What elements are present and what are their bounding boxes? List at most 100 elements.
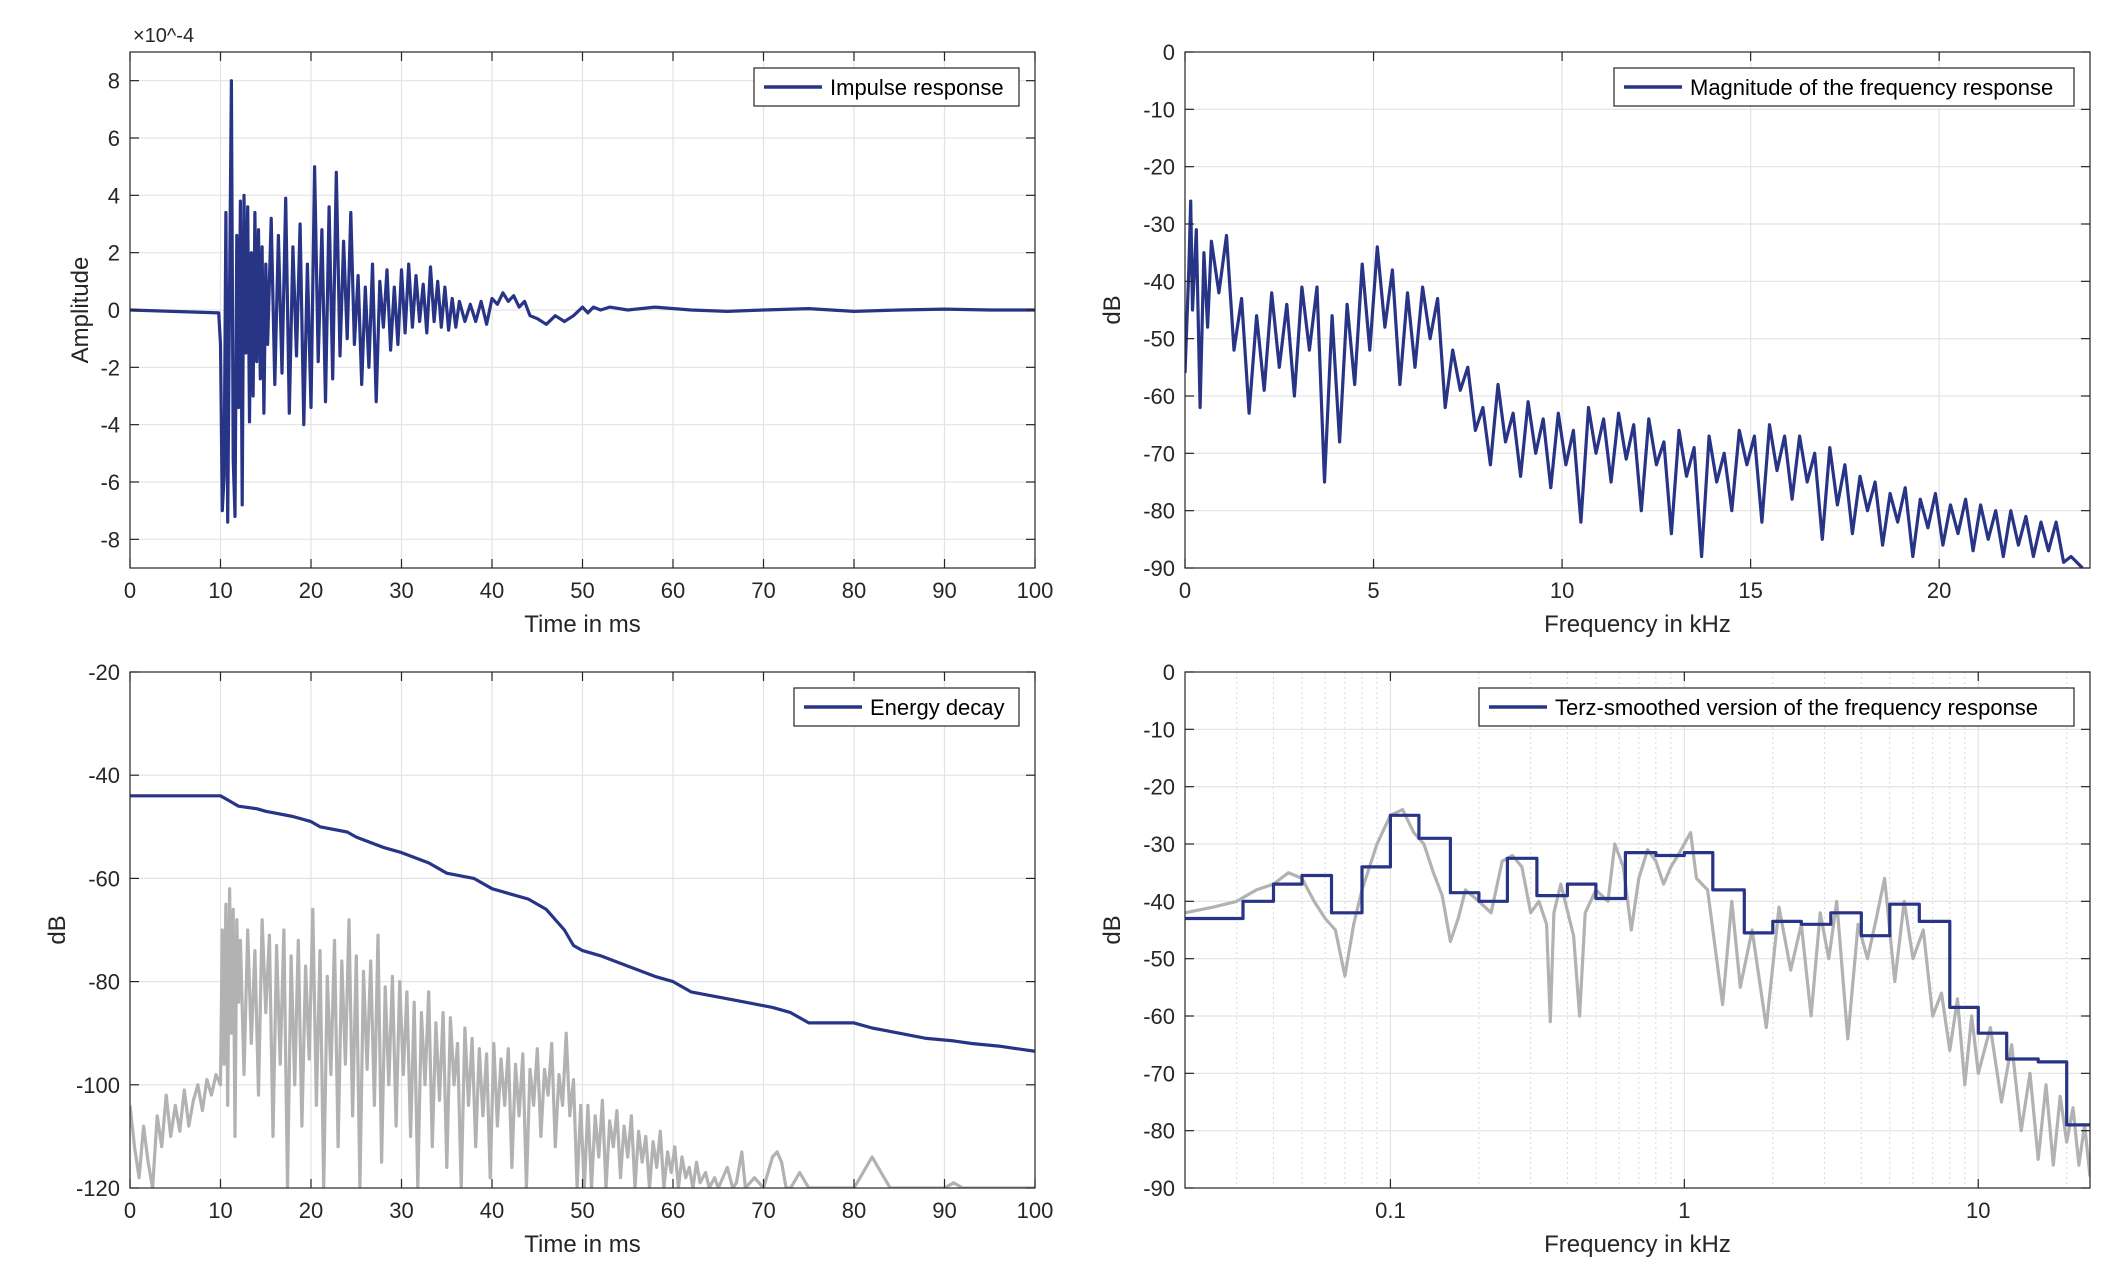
terz-axes-box <box>1184 671 2091 1189</box>
decay-x-axis-label: Time in ms <box>524 1231 640 1258</box>
x-tick-label: 10 <box>208 1198 232 1223</box>
x-tick-label: 30 <box>389 578 413 603</box>
x-tick-label: 50 <box>570 1198 594 1223</box>
decay-legend: Energy decay <box>793 687 1020 727</box>
x-tick-label: 30 <box>389 1198 413 1223</box>
x-tick-label: 20 <box>299 578 323 603</box>
y-tick-label: 8 <box>108 69 120 94</box>
impulse-exponent-label: ×10^-4 <box>133 25 194 47</box>
x-tick-label: 5 <box>1367 578 1379 603</box>
impulse-x-axis-label: Time in ms <box>524 611 640 638</box>
y-tick-label: -20 <box>88 660 120 685</box>
y-tick-label: 0 <box>1163 40 1175 65</box>
y-tick-label: -10 <box>1143 717 1175 742</box>
y-tick-label: -2 <box>100 355 120 380</box>
x-tick-label: 0 <box>124 1198 136 1223</box>
y-tick-label: -80 <box>1143 1119 1175 1144</box>
x-tick-label: 80 <box>842 578 866 603</box>
magnitude-legend: Magnitude of the frequency response <box>1613 67 2075 107</box>
x-tick-label: 100 <box>1017 578 1054 603</box>
charts-layer: 0 10 20 30 40 50 60 70 80 90 100-8-6-4-202468Time … <box>44 25 2091 1258</box>
y-tick-label: -60 <box>1143 1004 1175 1029</box>
y-tick-label: -40 <box>88 763 120 788</box>
x-tick-label: 20 <box>299 1198 323 1223</box>
terz-legend: Terz-smoothed version of the frequency r… <box>1478 687 2075 727</box>
y-tick-label: -120 <box>76 1176 120 1201</box>
y-tick-label: 0 <box>1163 660 1175 685</box>
x-tick-label: 70 <box>751 1198 775 1223</box>
terz-y-axis-label: dB <box>1099 915 1126 944</box>
y-tick-label: -40 <box>1143 889 1175 914</box>
y-tick-label: -30 <box>1143 212 1175 237</box>
x-tick-label: 10 <box>1966 1198 1990 1223</box>
impulse-y-axis-label: Amplitude <box>67 257 94 364</box>
x-tick-label: 15 <box>1738 578 1762 603</box>
x-tick-label: 10 <box>1550 578 1574 603</box>
y-tick-label: 6 <box>108 126 120 151</box>
legend-label: Impulse response <box>830 75 1004 100</box>
magnitude-series-line <box>1185 199 2084 568</box>
y-tick-label: -90 <box>1143 1176 1175 1201</box>
y-tick-label: -50 <box>1143 947 1175 972</box>
magnitude-y-axis-label: dB <box>1099 295 1126 324</box>
y-tick-label: -20 <box>1143 775 1175 800</box>
x-tick-label: 0 <box>124 578 136 603</box>
terz-x-axis-label: Frequency in kHz <box>1544 1231 1731 1258</box>
y-tick-label: 4 <box>108 183 120 208</box>
x-tick-label: 40 <box>480 578 504 603</box>
y-tick-label: -80 <box>1143 499 1175 524</box>
magnitude-chart: 0 5 10 15 20 -90 -80 -70 -60 -50 -40 -30 -20 -10 0 Freq… <box>1099 40 2091 638</box>
y-tick-label: -80 <box>88 970 120 995</box>
y-tick-label: -10 <box>1143 97 1175 122</box>
legend-label: Energy decay <box>870 695 1005 720</box>
y-tick-label: -70 <box>1143 441 1175 466</box>
magnitude-x-axis-label: Frequency in kHz <box>1544 611 1731 638</box>
x-tick-label: 40 <box>480 1198 504 1223</box>
y-tick-label: -20 <box>1143 155 1175 180</box>
y-tick-label: -60 <box>1143 384 1175 409</box>
x-tick-label: 50 <box>570 578 594 603</box>
y-tick-label: -4 <box>100 413 120 438</box>
y-tick-label: -40 <box>1143 269 1175 294</box>
y-tick-label: -50 <box>1143 327 1175 352</box>
x-tick-label: 90 <box>932 578 956 603</box>
x-tick-label: 60 <box>661 578 685 603</box>
x-tick-label: 90 <box>932 1198 956 1223</box>
y-tick-label: -8 <box>100 527 120 552</box>
legend-label: Magnitude of the frequency response <box>1690 75 2053 100</box>
y-tick-label: 0 <box>108 298 120 323</box>
legend-box <box>1613 67 2075 107</box>
x-tick-label: 60 <box>661 1198 685 1223</box>
x-tick-label: 10 <box>208 578 232 603</box>
y-tick-label: -60 <box>88 866 120 891</box>
impulse-series-line <box>130 79 1035 524</box>
decay-reference-line <box>130 887 1035 1188</box>
x-tick-label: 20 <box>1927 578 1951 603</box>
impulse-legend: Impulse response <box>753 67 1020 107</box>
magnitude-plot-area <box>1185 52 2090 568</box>
x-tick-label: 70 <box>751 578 775 603</box>
decay-y-axis-label: dB <box>44 915 71 944</box>
y-tick-label: -100 <box>76 1073 120 1098</box>
x-tick-label: 1 <box>1678 1198 1690 1223</box>
decay-series-line <box>130 794 1035 1053</box>
terz-plot-area <box>1185 672 2090 1188</box>
impulse-chart: 0 10 20 30 40 50 60 70 80 90 100 -8 -6 -4 -2 0 2 4 6 8 Time … <box>67 25 1053 638</box>
x-tick-label: 80 <box>842 1198 866 1223</box>
magnitude-axes-box <box>1184 51 2091 569</box>
legend-label: Terz-smoothed version of the frequency r… <box>1555 695 2038 720</box>
x-tick-label: 0 <box>1179 578 1191 603</box>
decay-chart: 0 10 20 30 40 50 60 70 80 90 100 -120 -100 -80 -60 -40 -… <box>44 660 1053 1258</box>
y-tick-label: 2 <box>108 241 120 266</box>
y-tick-label: -6 <box>100 470 120 495</box>
x-tick-label: 100 <box>1017 1198 1054 1223</box>
y-tick-label: -90 <box>1143 556 1175 581</box>
terz-chart: 0.1 1 10 -90 -80 -70 -60 -50 -40 -30 -20 -10 0 Freque… <box>1099 660 2091 1258</box>
y-tick-label: -30 <box>1143 832 1175 857</box>
terz-series-line <box>1185 813 2090 1127</box>
x-tick-label: 0.1 <box>1375 1198 1406 1223</box>
legend-box <box>1478 687 2075 727</box>
y-tick-label: -70 <box>1143 1061 1175 1086</box>
terz-reference-line <box>1185 808 2090 1177</box>
